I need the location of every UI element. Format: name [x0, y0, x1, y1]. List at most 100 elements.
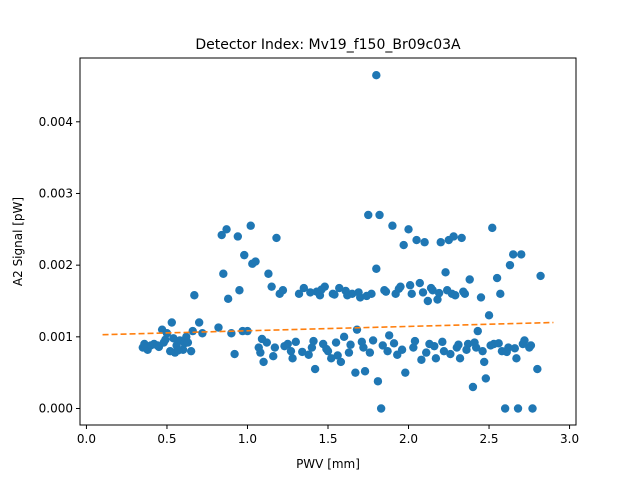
scatter-point	[473, 326, 482, 336]
scatter-point	[365, 348, 375, 357]
scatter-point	[270, 343, 280, 352]
scatter-point	[373, 377, 383, 386]
scatter-point	[259, 357, 268, 367]
scatter-point	[394, 284, 404, 294]
scatter-point	[198, 329, 207, 338]
x-tick-label: 2.5	[479, 432, 498, 446]
scatter-point	[272, 233, 281, 243]
data-layer	[102, 71, 554, 413]
scatter-point	[407, 289, 416, 299]
scatter-point	[410, 336, 420, 346]
scatter-point	[322, 344, 331, 354]
scatter-point	[269, 351, 278, 361]
chart-title: Detector Index: Mv19_f150_Br09c03A	[195, 37, 461, 53]
scatter-point	[307, 343, 317, 352]
scatter-point	[470, 338, 479, 347]
scatter-point	[219, 269, 228, 278]
scatter-point	[190, 291, 199, 300]
scatter-point	[423, 296, 433, 306]
y-tick-label: 0.002	[39, 258, 73, 272]
scatter-point	[481, 374, 491, 383]
scatter-point	[484, 311, 494, 320]
scatter-point	[317, 285, 326, 294]
scatter-point	[431, 354, 441, 363]
scatter-point	[339, 332, 349, 342]
scatter-point	[280, 341, 289, 351]
scatter-point	[494, 339, 503, 348]
scatter-point	[378, 341, 387, 350]
scatter-point	[246, 221, 255, 230]
scatter-point	[304, 350, 313, 359]
scatter-point	[298, 347, 307, 357]
scatter-point	[230, 349, 239, 359]
scatter-point	[434, 288, 444, 298]
scatter-point	[174, 346, 183, 355]
x-axis-ticks: 0.0 0.5 1.0 1.5 2.0 2.5 3.0	[77, 425, 579, 446]
scatter-point	[533, 364, 542, 374]
scatter-point	[341, 286, 350, 296]
scatter-point	[217, 230, 226, 240]
scatter-point	[267, 282, 276, 291]
scatter-point	[310, 364, 320, 374]
x-tick-label: 2.0	[399, 432, 418, 446]
scatter-point	[169, 334, 178, 343]
scatter-point	[468, 382, 478, 392]
scatter-point	[426, 283, 436, 293]
scatter-point	[454, 340, 463, 349]
scatter-point	[500, 404, 510, 413]
scatter-point	[422, 348, 431, 357]
scatter-point	[513, 404, 523, 413]
scatter-point	[528, 404, 537, 413]
scatter-point	[409, 343, 418, 352]
scatter-point	[412, 235, 421, 245]
scatter-point	[496, 289, 505, 299]
scatter-point	[536, 271, 545, 281]
scatter-point	[457, 233, 466, 243]
scatter-point	[294, 289, 304, 299]
x-tick-label: 3.0	[560, 432, 579, 446]
x-axis-label: PWV [mm]	[296, 457, 360, 471]
scatter-point	[526, 341, 536, 350]
scatter-point	[194, 318, 204, 327]
scatter-point	[415, 278, 424, 288]
scatter-point	[442, 286, 452, 295]
y-axis-ticks: 0.000 0.001 0.002 0.003 0.004	[39, 115, 80, 416]
scatter-point	[309, 336, 318, 346]
scatter-point	[488, 223, 497, 233]
y-tick-label: 0.000	[39, 402, 73, 416]
scatter-point	[430, 341, 439, 351]
scatter-point	[517, 250, 526, 259]
scatter-point	[376, 404, 386, 413]
scatter-point	[486, 341, 495, 350]
scatter-point	[375, 210, 384, 220]
scatter-point	[331, 338, 341, 347]
scatter-point	[381, 287, 391, 296]
scatter-point	[227, 329, 236, 338]
scatter-point	[449, 232, 458, 241]
scatter-point	[368, 336, 378, 345]
scatter-point	[364, 210, 373, 220]
scatter-point	[153, 341, 162, 350]
scatter-point	[417, 355, 426, 364]
scatter-point	[214, 323, 223, 332]
scatter-point	[288, 354, 297, 363]
scatter-point	[256, 348, 265, 357]
scatter-point	[167, 318, 176, 327]
scatter-point	[397, 345, 407, 354]
scatter-point	[352, 325, 362, 334]
y-tick-label: 0.004	[39, 115, 73, 129]
scatter-point	[438, 337, 447, 347]
scatter-point	[251, 257, 260, 266]
scatter-point	[492, 273, 502, 283]
scatter-point	[183, 338, 193, 347]
scatter-point	[335, 283, 344, 293]
scatter-point	[347, 289, 357, 299]
scatter-point	[418, 288, 428, 297]
scatter-point	[420, 238, 429, 247]
scatter-point	[291, 337, 300, 347]
scatter-point	[480, 357, 489, 367]
scatter-point	[278, 286, 288, 295]
scatter-point	[433, 295, 442, 304]
